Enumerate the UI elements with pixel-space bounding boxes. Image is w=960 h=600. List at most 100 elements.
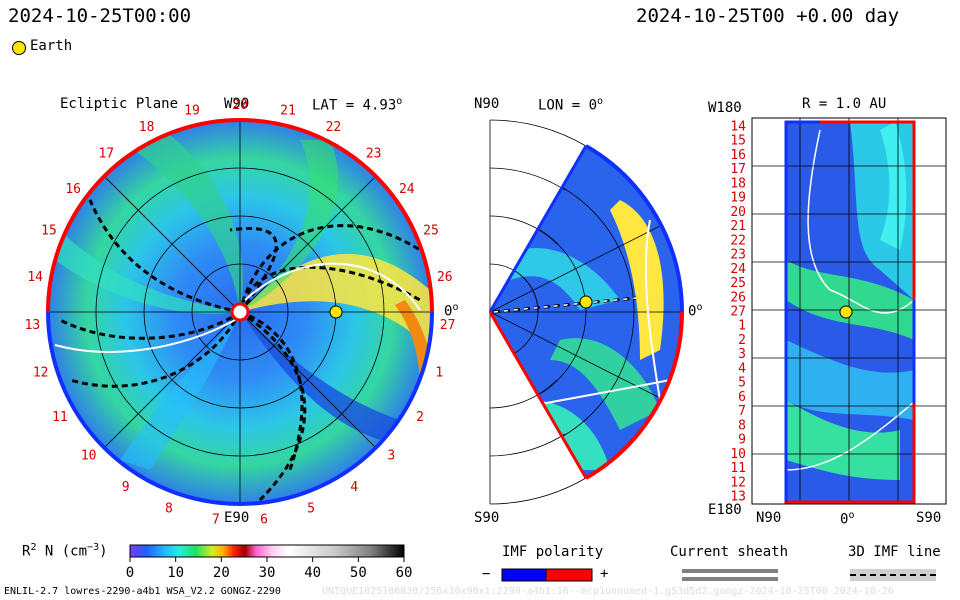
rim-number: 3: [387, 449, 395, 464]
radial-x-right: S90: [916, 510, 942, 526]
datetime-left: 2024-10-25T00:00: [8, 5, 192, 27]
meridional-top-left: N90: [474, 96, 500, 112]
row-number: 9: [738, 433, 746, 448]
row-number: 24: [730, 262, 746, 277]
row-number: 14: [730, 120, 746, 135]
ecliptic-top-label: W90: [224, 96, 250, 112]
earth-legend-label: Earth: [30, 38, 73, 54]
rim-number: 17: [98, 147, 114, 162]
rim-number: 23: [366, 147, 382, 162]
imf-negative-swatch: [501, 568, 547, 582]
rim-number: 13: [25, 318, 41, 333]
row-number: 26: [730, 290, 746, 305]
radial-x-left: N90: [756, 510, 782, 526]
colorbar-tick-label: 50: [350, 565, 367, 581]
imf-plus-sign: +: [600, 566, 609, 582]
colorbar: 0 10 20 30 40 50 60: [126, 544, 413, 581]
imf-positive-swatch: [545, 568, 593, 582]
meridional-right-label: 0o: [688, 302, 703, 320]
rim-number: 10: [81, 449, 97, 464]
earth-marker-radial: [839, 305, 853, 319]
imf-minus-sign: −: [482, 566, 491, 582]
colorbar-tick-label: 30: [259, 565, 276, 581]
rim-number: 15: [41, 224, 57, 239]
imf3d-swatch: [850, 569, 936, 581]
rim-number: 20: [232, 98, 248, 113]
row-number: 23: [730, 248, 746, 263]
model-info: ENLIL-2.7 lowres-2290-a4b1 WSA_V2.2 GONG…: [4, 586, 281, 597]
colorbar-tick-label: 20: [213, 565, 230, 581]
row-number: 4: [738, 361, 746, 376]
row-number: 18: [730, 176, 746, 191]
row-number: 21: [730, 219, 746, 234]
row-number: 6: [738, 390, 746, 405]
row-number: 27: [730, 305, 746, 320]
row-number: 19: [730, 191, 746, 206]
rim-number: 11: [52, 410, 68, 425]
imf-polarity-bar: [501, 568, 593, 582]
rim-number: 25: [423, 224, 439, 239]
rim-number: 22: [326, 120, 342, 135]
colorbar-tick-label: 10: [167, 565, 184, 581]
rim-number: 19: [184, 104, 200, 119]
colorbar-tick-label: 40: [304, 565, 321, 581]
rim-number: 26: [437, 270, 453, 285]
ecliptic-title: Ecliptic Plane: [60, 96, 179, 112]
ecliptic-lat-label: LAT = 4.93o: [312, 96, 403, 114]
row-number: 5: [738, 376, 746, 391]
earth-marker-ecliptic: [329, 305, 343, 319]
meridional-bottom-left: S90: [474, 510, 500, 526]
radial-bottom-left: E180: [708, 502, 742, 518]
colorbar-label: R2 N (cm−3): [22, 542, 108, 560]
row-number: 12: [730, 475, 746, 490]
radial-title: R = 1.0 AU: [802, 96, 887, 112]
row-number: 8: [738, 418, 746, 433]
colorbar-tick-label: 60: [396, 565, 413, 581]
row-number: 16: [730, 148, 746, 163]
row-number: 17: [730, 162, 746, 177]
current-sheath-swatch: [682, 569, 778, 581]
row-number: 22: [730, 233, 746, 248]
rim-number: 1: [435, 366, 443, 381]
rim-number: 21: [280, 104, 296, 119]
rim-number: 2: [416, 410, 424, 425]
current-sheath-title: Current sheath: [670, 544, 789, 560]
rim-number: 27: [440, 318, 456, 333]
row-number: 7: [738, 404, 746, 419]
earth-marker-meridional: [579, 295, 593, 309]
row-number: 10: [730, 447, 746, 462]
ecliptic-bottom-label: E90: [224, 510, 250, 526]
imf3d-title: 3D IMF line: [848, 544, 941, 560]
rim-number: 14: [27, 270, 43, 285]
ecliptic-right-label: 0o: [444, 302, 459, 320]
ecliptic-rim-numbers: 19 20 212223242526271234567891011121314151…: [25, 98, 456, 528]
row-number: 11: [730, 461, 746, 476]
row-number: 13: [730, 490, 746, 505]
rim-number: 12: [33, 366, 49, 381]
run-watermark: UNIQUE1025186838/256x30x90x1:2290-a4b1:1…: [322, 586, 894, 597]
row-number: 15: [730, 134, 746, 149]
row-number: 25: [730, 276, 746, 291]
row-number: 3: [738, 347, 746, 362]
row-number: 20: [730, 205, 746, 220]
radial-panel: [751, 117, 947, 505]
rim-number: 9: [122, 480, 130, 495]
rim-number: 4: [350, 480, 358, 495]
radial-x-mid: 0o: [840, 510, 855, 528]
ecliptic-disk: [46, 118, 434, 506]
rim-number: 18: [139, 120, 155, 135]
colorbar-tick-label: 0: [126, 565, 134, 581]
rim-number: 5: [307, 502, 315, 517]
rim-number: 24: [399, 182, 415, 197]
rim-number: 6: [260, 513, 268, 528]
row-number: 2: [738, 333, 746, 348]
datetime-right: 2024-10-25T00 +0.00 day: [636, 5, 900, 27]
rim-number: 16: [65, 182, 81, 197]
imf-polarity-title: IMF polarity: [502, 544, 604, 560]
radial-top-left: W180: [708, 100, 742, 116]
meridional-lon-label: LON = 0o: [538, 96, 604, 114]
rim-number: 7: [212, 513, 220, 528]
earth-legend-icon: [12, 41, 26, 55]
row-number: 1: [738, 319, 746, 334]
